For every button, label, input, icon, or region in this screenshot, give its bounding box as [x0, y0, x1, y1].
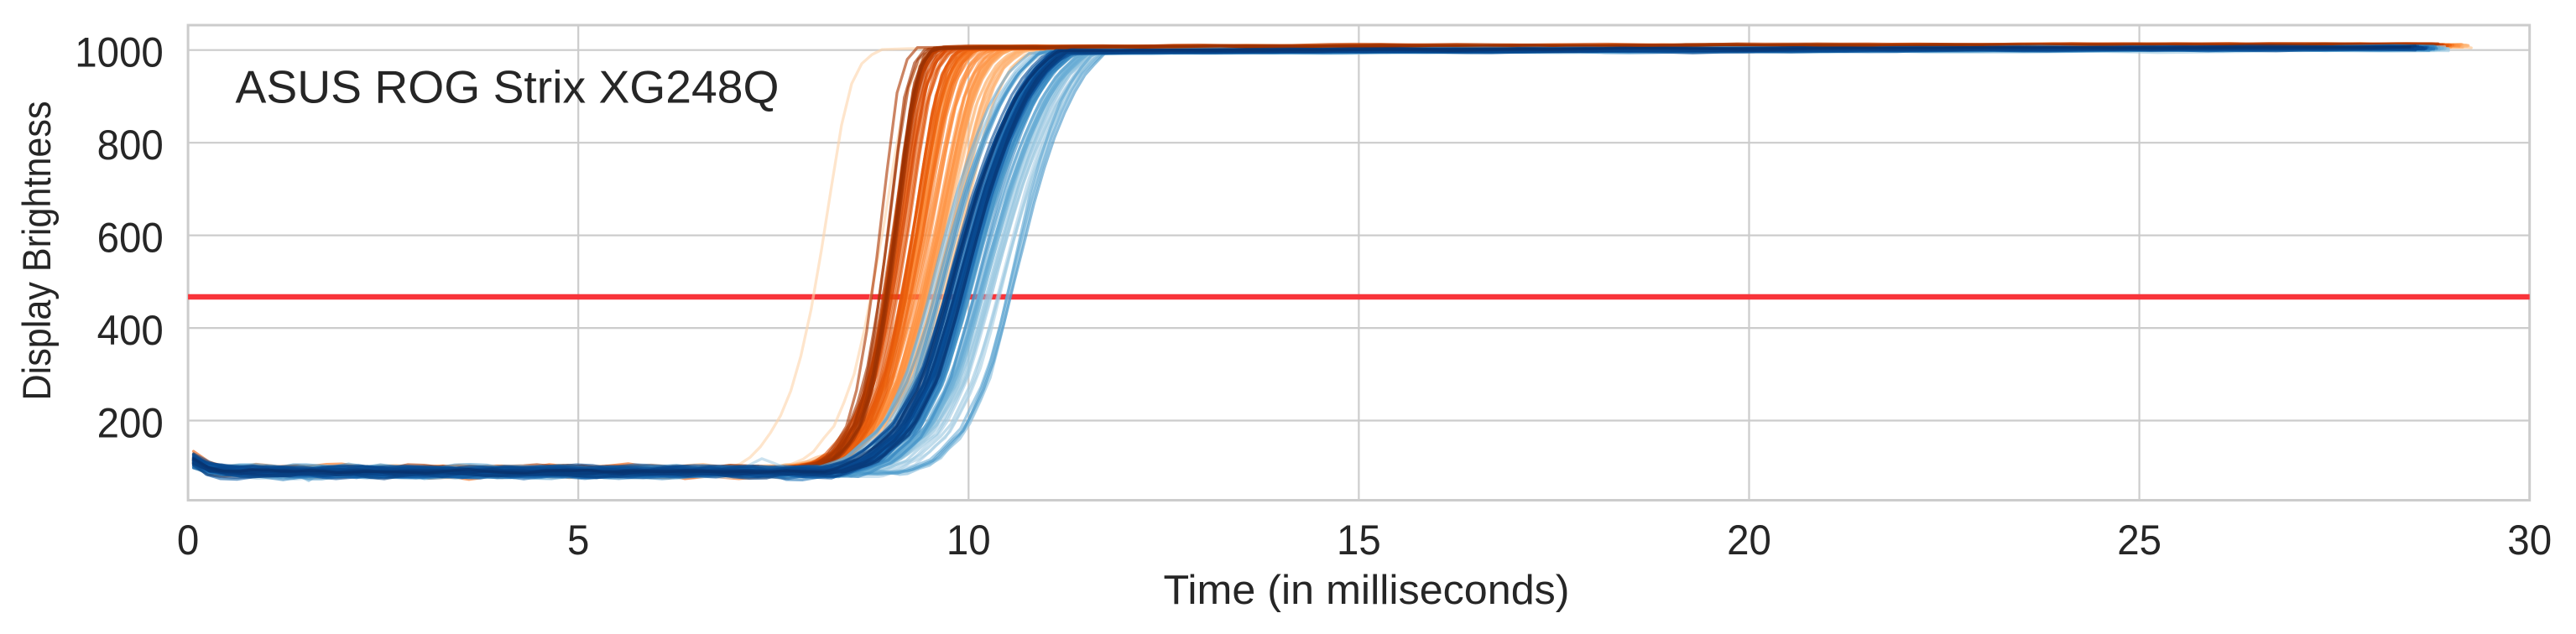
svg-text:5: 5 [567, 517, 589, 564]
svg-text:25: 25 [2117, 517, 2161, 564]
svg-text:600: 600 [97, 215, 164, 262]
svg-text:20: 20 [1727, 517, 1771, 564]
svg-text:1000: 1000 [75, 29, 164, 76]
svg-text:10: 10 [946, 517, 991, 564]
svg-text:Time (in milliseconds): Time (in milliseconds) [1164, 568, 1570, 613]
svg-text:400: 400 [97, 307, 164, 354]
svg-text:Display Brightness: Display Brightness [14, 101, 59, 401]
svg-text:0: 0 [177, 517, 199, 564]
svg-text:15: 15 [1337, 517, 1381, 564]
svg-text:200: 200 [97, 399, 164, 446]
svg-text:30: 30 [2507, 517, 2552, 564]
svg-text:ASUS ROG Strix XG248Q: ASUS ROG Strix XG248Q [236, 60, 780, 112]
svg-text:800: 800 [97, 122, 164, 169]
